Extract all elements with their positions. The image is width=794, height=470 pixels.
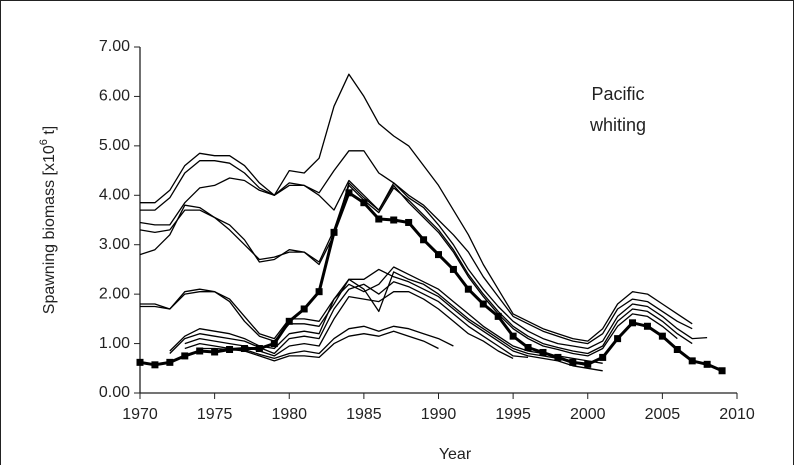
marker	[240, 345, 248, 353]
marker	[464, 285, 472, 293]
y-tick-label: 2.00	[99, 285, 130, 302]
marker	[629, 319, 637, 327]
series-line	[139, 182, 678, 357]
x-tick-label: 2000	[570, 406, 606, 423]
series-line	[184, 291, 514, 359]
marker	[166, 358, 174, 366]
marker	[658, 332, 666, 340]
marker	[569, 358, 577, 366]
series-line	[139, 191, 723, 373]
marker	[345, 189, 353, 197]
marker	[375, 215, 383, 223]
marker	[584, 360, 592, 368]
marker	[643, 322, 651, 330]
y-tick-label: 0.00	[99, 384, 130, 401]
y-axis-label-superscript: 6	[38, 139, 50, 145]
marker	[539, 348, 547, 356]
marker	[211, 348, 219, 356]
marker	[614, 335, 622, 343]
marker	[136, 358, 144, 366]
series-line	[169, 268, 603, 372]
marker	[449, 265, 457, 273]
series-line	[140, 73, 693, 342]
marker	[181, 352, 189, 360]
annotation: whiting	[589, 115, 646, 135]
marker	[390, 216, 398, 224]
series-line	[140, 271, 588, 367]
x-tick-label: 1995	[495, 406, 531, 423]
marker	[360, 199, 368, 207]
series-line	[169, 281, 529, 359]
marker	[226, 346, 234, 354]
marker	[255, 345, 263, 353]
marker	[300, 305, 308, 313]
y-tick-label: 7.00	[99, 38, 130, 55]
marker	[703, 360, 711, 368]
x-tick-label: 1970	[122, 406, 158, 423]
marker	[524, 344, 532, 352]
y-tick-label: 4.00	[99, 187, 130, 204]
marker	[285, 317, 293, 325]
marker	[196, 347, 204, 355]
x-axis-label: Year	[439, 446, 472, 463]
marker	[599, 353, 607, 361]
marker	[688, 357, 696, 365]
marker	[405, 218, 413, 226]
marker	[718, 367, 726, 375]
marker	[420, 236, 428, 244]
marker	[673, 346, 681, 354]
series-line	[139, 184, 693, 355]
y-axis-label: Spawning biomass [x106 t]	[38, 126, 58, 314]
marker	[435, 251, 442, 259]
x-tick-label: 1985	[346, 406, 382, 423]
marker	[494, 312, 502, 320]
marker	[270, 340, 278, 348]
marker	[479, 300, 487, 308]
marker	[151, 361, 159, 369]
annotation: Pacific	[591, 84, 644, 104]
y-axis-label-part: Spawning biomass [x10	[41, 145, 58, 314]
series-line	[199, 330, 439, 362]
marker	[509, 332, 517, 340]
x-tick-label: 2005	[645, 406, 681, 423]
y-tick-label: 6.00	[99, 88, 130, 105]
series-line	[139, 177, 708, 350]
marker	[315, 288, 323, 296]
x-tick-label: 1990	[421, 406, 457, 423]
y-tick-label: 5.00	[99, 137, 130, 154]
marker	[554, 353, 562, 361]
x-tick-label: 1980	[271, 406, 307, 423]
y-tick-label: 1.00	[99, 335, 130, 352]
x-tick-label: 1975	[197, 406, 233, 423]
y-axis-label-part: t]	[41, 126, 58, 139]
y-tick-label: 3.00	[99, 236, 130, 253]
x-tick-label: 2010	[719, 406, 755, 423]
series-line	[140, 150, 693, 345]
marker	[330, 228, 338, 236]
